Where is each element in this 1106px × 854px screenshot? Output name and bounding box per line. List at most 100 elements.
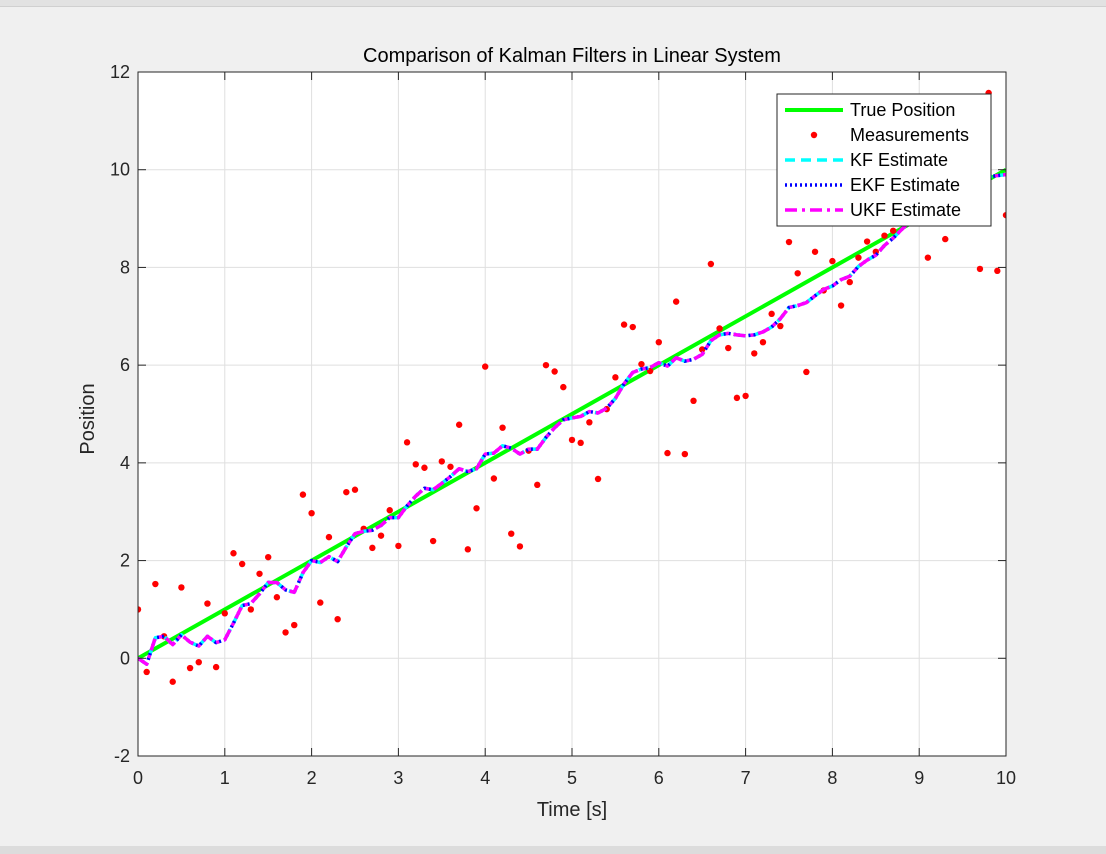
measurement-point (386, 507, 393, 514)
measurement-point (482, 363, 489, 370)
measurement-point (655, 338, 662, 346)
measurement-point (273, 594, 281, 601)
measurement-point (638, 360, 645, 368)
y-tick-label: 0 (120, 648, 130, 668)
measurement-point (238, 560, 246, 568)
y-tick-label: -2 (114, 746, 130, 766)
measurement-point (395, 542, 402, 550)
x-tick-label: 9 (914, 768, 924, 788)
legend-label-kf-estimate: KF Estimate (850, 150, 948, 170)
measurement-point (994, 267, 1001, 275)
measurement-point (586, 419, 593, 426)
measurement-point (334, 616, 341, 623)
y-tick-label: 12 (110, 62, 130, 82)
measurement-point (568, 436, 576, 444)
measurement-point (629, 323, 636, 331)
measurement-point (707, 260, 715, 268)
measurement-point (785, 238, 793, 246)
y-tick-label: 4 (120, 453, 130, 473)
measurement-point (803, 368, 810, 376)
x-tick-label: 0 (133, 768, 143, 788)
measurement-point (759, 338, 767, 346)
measurement-point (924, 254, 932, 261)
measurement-point (421, 464, 428, 471)
measurement-point (473, 505, 480, 512)
measurement-point (186, 664, 194, 672)
grid (138, 72, 1006, 756)
measurement-point (794, 270, 801, 277)
x-tick-label: 6 (654, 768, 664, 788)
measurement-point (863, 238, 871, 245)
measurement-point (855, 254, 862, 261)
measurement-point (699, 346, 706, 353)
measurement-point (212, 663, 220, 671)
y-tick-label: 6 (120, 355, 130, 375)
measurement-point (455, 421, 463, 428)
measurement-point (942, 235, 949, 243)
legend-swatch-measurements (810, 131, 818, 139)
measurement-point (889, 227, 897, 234)
measurement-point (195, 658, 202, 666)
ukf-estimate-line (138, 172, 1006, 666)
measurement-point (299, 491, 307, 498)
window-bottom-edge (0, 846, 1106, 854)
measurement-point (447, 463, 454, 470)
y-tick-label: 2 (120, 551, 130, 571)
measurement-point (247, 606, 255, 613)
legend[interactable] (776, 93, 992, 227)
measurement-point (733, 394, 741, 402)
measurement-point (612, 374, 619, 381)
measurement-point (265, 553, 272, 561)
chart-title: Comparison of Kalman Filters in Linear S… (363, 45, 781, 67)
legend-label-ekf-estimate: EKF Estimate (850, 175, 960, 195)
measurement-point (429, 537, 437, 545)
x-tick-label: 7 (741, 768, 751, 788)
legend-label-true-position: True Position (850, 100, 955, 120)
measurement-point (560, 383, 567, 391)
measurement-point (464, 546, 472, 553)
measurement-point (256, 570, 263, 577)
x-tick-label: 5 (567, 768, 577, 788)
measurement-point (317, 599, 324, 606)
x-tick-label: 2 (307, 768, 317, 788)
measurement-point (881, 232, 888, 239)
measurement-point (403, 439, 411, 446)
measurement-point (204, 600, 211, 607)
measurement-point (742, 392, 749, 400)
measurement-point (837, 302, 845, 309)
measurement-point (178, 584, 185, 591)
ekf-estimate-line (138, 172, 1006, 666)
measurement-point (138, 606, 142, 613)
measurement-point (594, 475, 602, 483)
x-tick-label: 3 (393, 768, 403, 788)
measurement-point (681, 450, 689, 458)
measurement-point (672, 298, 680, 305)
measurement-point (620, 321, 628, 328)
measurement-point (777, 322, 784, 330)
measurement-point (369, 544, 376, 552)
measurement-point (846, 278, 853, 286)
y-tick-label: 8 (120, 257, 130, 277)
measurement-point (542, 361, 550, 369)
measurement-point (516, 543, 524, 550)
measurement-point (143, 668, 150, 676)
measurement-point (577, 439, 584, 447)
measurement-point (499, 424, 506, 431)
measurement-point (412, 461, 419, 468)
measurement-point (664, 449, 671, 457)
measurement-point (976, 265, 984, 273)
measurement-point (1002, 211, 1006, 219)
x-tick-label: 10 (996, 768, 1016, 788)
window-title-bar (0, 0, 1106, 7)
x-axis-label: Time [s] (537, 799, 607, 821)
measurement-point (351, 486, 359, 493)
measurement-point (343, 488, 350, 496)
x-tick-label: 8 (827, 768, 837, 788)
measurement-point (716, 325, 723, 332)
true-position-line (138, 167, 1006, 661)
measurement-point (438, 458, 445, 465)
measurement-point (508, 530, 515, 537)
measurement-point (690, 397, 697, 405)
